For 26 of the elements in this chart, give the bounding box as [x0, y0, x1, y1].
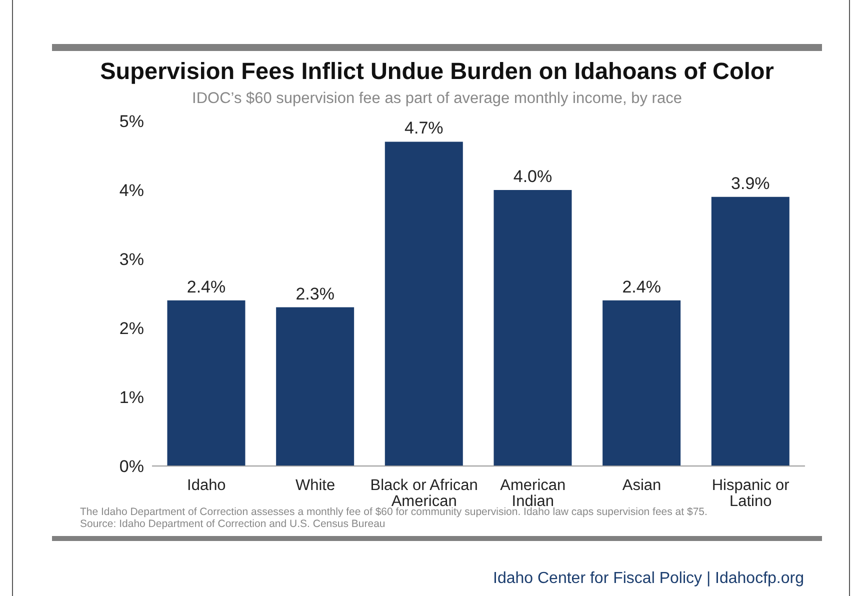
data-label: 4.0%	[513, 167, 552, 186]
data-label: 4.7%	[404, 118, 444, 138]
y-tick-label: 5%	[119, 112, 144, 132]
data-label: 2.4%	[186, 277, 226, 296]
y-tick-label: 4%	[119, 181, 144, 200]
data-label: 3.9%	[731, 174, 770, 193]
data-label: 2.4%	[622, 277, 661, 296]
bar	[602, 300, 681, 466]
text: Idaho Center for Fiscal Policy | Idahocfp.org	[492, 570, 804, 588]
x-tick-label: Hispanic or Latino	[712, 477, 790, 510]
x-tick-label: White	[295, 477, 336, 494]
bar	[711, 196, 790, 466]
bar	[384, 142, 463, 466]
bar	[276, 307, 354, 466]
chart-subtitle: IDOC’s $60 supervision fee as part of average monthly income, by race	[191, 90, 683, 108]
bar	[167, 300, 246, 466]
chart-title: Supervision Fees Inflict Undue Burden on Idahoans of Color	[99, 58, 775, 85]
x-tick-label: Asian	[622, 477, 662, 494]
y-tick-label: 2%	[119, 319, 144, 338]
x-tick-label: Idaho	[187, 477, 226, 494]
y-tick-label: 0%	[119, 457, 144, 476]
source-note: Source: Idaho Department of Correction and U.S. Census Bureau	[80, 518, 386, 530]
y-tick-label: 3%	[119, 250, 144, 270]
data-label: 2.3%	[296, 284, 334, 304]
bar	[494, 190, 572, 466]
y-tick-label: 1%	[119, 388, 144, 408]
